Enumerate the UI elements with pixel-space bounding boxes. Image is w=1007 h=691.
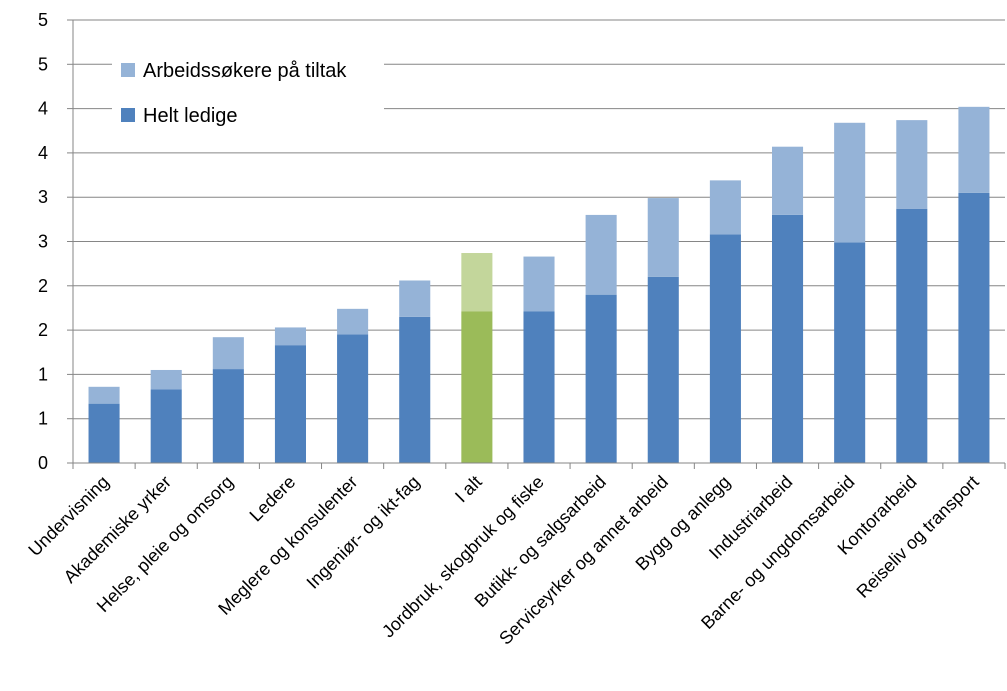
y-tick-label: 5 xyxy=(38,10,48,30)
y-tick-label: 0 xyxy=(38,453,48,473)
bar-helt-ledige xyxy=(399,316,431,463)
bar-tiltak xyxy=(274,327,306,346)
legend-swatch-helt-ledige xyxy=(121,108,135,122)
bar-tiltak xyxy=(834,122,866,243)
legend-label-tiltak: Arbeidssøkere på tiltak xyxy=(143,60,347,82)
y-tick-label: 4 xyxy=(38,99,48,119)
y-tick-label: 5 xyxy=(38,54,48,74)
bar-tiltak xyxy=(772,146,804,215)
bar-helt-ledige xyxy=(523,311,555,463)
y-tick-label: 2 xyxy=(38,320,48,340)
legend-swatch-tiltak xyxy=(121,63,135,77)
x-category-label: Ingeniør- og ikt-fag xyxy=(303,472,424,593)
bar-helt-ledige xyxy=(709,234,741,463)
bar-helt-ledige xyxy=(337,334,369,463)
x-category-label: Reiseliv og transport xyxy=(853,472,983,602)
bars xyxy=(88,106,990,463)
axes xyxy=(67,19,1006,469)
x-category-label: Akademiske yrker xyxy=(60,472,175,587)
bar-helt-ledige xyxy=(585,294,617,463)
bar-helt-ledige xyxy=(834,242,866,463)
bar-tiltak xyxy=(647,198,679,277)
bar-tiltak xyxy=(523,256,555,312)
y-tick-label: 2 xyxy=(38,276,48,296)
bar-tiltak xyxy=(958,106,990,193)
legend: Arbeidssøkere på tiltak Helt ledige xyxy=(112,44,384,132)
bar-tiltak xyxy=(585,214,617,295)
x-category-label: Ledere xyxy=(246,472,300,526)
bar-helt-ledige xyxy=(461,311,493,463)
bar-tiltak xyxy=(150,369,182,390)
y-tick-label: 3 xyxy=(38,232,48,252)
bar-tiltak xyxy=(896,120,928,209)
bar-tiltak xyxy=(212,337,244,370)
y-tick-label: 3 xyxy=(38,187,48,207)
bar-helt-ledige xyxy=(896,208,928,463)
x-category-label: I alt xyxy=(451,472,486,507)
bar-helt-ledige xyxy=(772,214,804,463)
bar-tiltak xyxy=(399,280,431,317)
bar-helt-ledige xyxy=(647,276,679,463)
y-tick-labels: 0 1 1 2 2 3 3 4 4 5 5 xyxy=(38,10,48,473)
bar-helt-ledige xyxy=(212,369,244,463)
bar-helt-ledige xyxy=(274,345,306,463)
bar-tiltak xyxy=(709,180,741,235)
legend-label-helt-ledige: Helt ledige xyxy=(143,105,238,127)
bar-tiltak xyxy=(337,308,369,335)
bar-helt-ledige xyxy=(958,192,990,463)
bar-tiltak xyxy=(461,253,493,312)
y-tick-label: 1 xyxy=(38,364,48,384)
legend-background xyxy=(112,44,384,132)
y-tick-label: 4 xyxy=(38,143,48,163)
bar-helt-ledige xyxy=(88,403,120,463)
bar-tiltak xyxy=(88,386,120,404)
bar-helt-ledige xyxy=(150,389,182,463)
y-tick-label: 1 xyxy=(38,409,48,429)
